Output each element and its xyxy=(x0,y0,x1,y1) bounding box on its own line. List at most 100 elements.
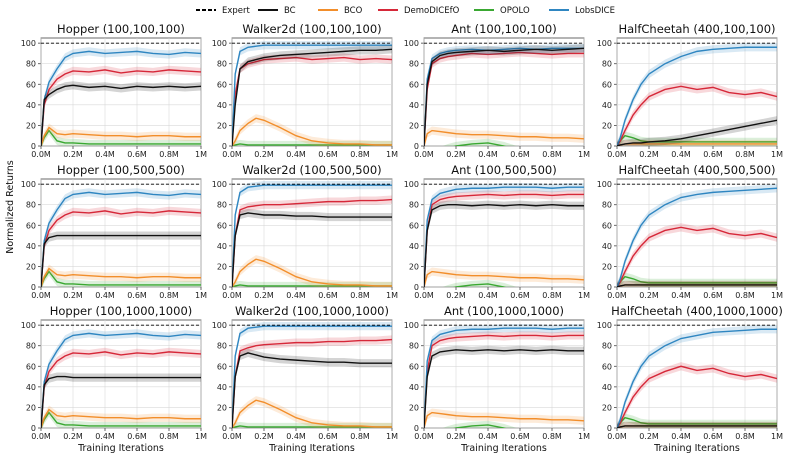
x-tick-label: 0.8M xyxy=(350,150,370,159)
band-demodicefo xyxy=(232,195,392,287)
band-demodicefo xyxy=(232,53,392,146)
y-tick-label: 60 xyxy=(26,221,36,230)
band-demodicefo xyxy=(232,335,392,428)
band-bc xyxy=(41,231,201,287)
line-bco xyxy=(232,399,392,428)
panel-title: HalfCheetah (400,100,100) xyxy=(618,22,775,36)
line-lobsdice xyxy=(424,186,584,287)
x-tick-label: 0.4M xyxy=(95,291,115,300)
panel-4: 0 20 40 60 80 100 0.0M 0.2M 0.4M 0.6M 0.8M 1M Hopper… xyxy=(21,163,207,300)
line-bc xyxy=(41,375,201,428)
band-bc xyxy=(232,348,392,428)
line-demodicefo xyxy=(41,351,201,428)
y-tick-label: 60 xyxy=(217,221,227,230)
series-group xyxy=(617,42,777,146)
legend-item-demodicefo: DemoDICEfO xyxy=(378,6,460,16)
y-tick-label: 100 xyxy=(597,180,612,189)
legend-item-opolo: OPOLO xyxy=(474,6,530,16)
x-tick-label: 0.2M xyxy=(639,291,659,300)
y-tick-label: 0 xyxy=(31,424,36,433)
x-tick-label: 0.6M xyxy=(127,291,147,300)
series-group xyxy=(424,183,584,287)
y-tick-label: 100 xyxy=(21,321,36,330)
y-tick-label: 100 xyxy=(404,321,419,330)
y-tick-label: 80 xyxy=(602,342,612,351)
plot-area xyxy=(231,319,393,429)
band-bco xyxy=(232,255,392,287)
y-tick-label: 100 xyxy=(597,39,612,48)
x-tick-label: 0.0M xyxy=(607,432,627,441)
x-tick-label: 0.8M xyxy=(159,432,179,441)
line-opolo xyxy=(232,143,392,146)
y-tick-label: 0 xyxy=(607,424,612,433)
y-tick-label: 40 xyxy=(602,242,612,251)
line-demodicefo xyxy=(424,51,584,146)
x-tick-label: 0.4M xyxy=(478,150,498,159)
panel-title: HalfCheetah (400,500,500) xyxy=(618,163,775,177)
x-tick-label: 0.4M xyxy=(286,291,306,300)
band-bco xyxy=(41,405,201,428)
y-tick-label: 40 xyxy=(602,383,612,392)
y-tick-label: 100 xyxy=(21,39,36,48)
x-tick-label: 1M xyxy=(386,432,398,441)
line-lobsdice xyxy=(617,46,777,146)
x-axis-label: Training Iterations xyxy=(653,443,740,454)
x-tick-label: 0.6M xyxy=(510,150,530,159)
line-opolo xyxy=(424,142,507,146)
x-tick-label: 0.2M xyxy=(446,150,466,159)
y-tick-label: 100 xyxy=(212,39,227,48)
panel-8: 0 20 40 60 80 100 0.0M 0.2M 0.4M 0.6M 0.8M 1M Hopper… xyxy=(21,304,207,454)
y-tick-label: 60 xyxy=(217,362,227,371)
panel-title: Hopper (100,500,500) xyxy=(57,163,185,177)
y-tick-label: 20 xyxy=(217,262,227,271)
x-tick-label: 1M xyxy=(578,291,590,300)
x-tick-label: 1M xyxy=(771,291,783,300)
line-opolo xyxy=(41,411,201,428)
line-lobsdice xyxy=(232,184,392,287)
x-tick-label: 0.0M xyxy=(607,150,627,159)
legend-label-demodicefo: DemoDICEfO xyxy=(404,6,460,16)
x-tick-label: 0.0M xyxy=(607,291,627,300)
series-group xyxy=(41,42,201,146)
line-bc xyxy=(424,47,584,146)
panel-5: 0 20 40 60 80 100 0.0M 0.2M 0.4M 0.6M 0.8M 1M Walker… xyxy=(212,163,398,300)
x-tick-label: 0.8M xyxy=(735,150,755,159)
y-tick-label: 40 xyxy=(217,383,227,392)
y-tick-label: 20 xyxy=(409,403,419,412)
y-axis-label: Normalized Returns xyxy=(5,160,16,253)
y-tick-label: 20 xyxy=(409,121,419,130)
band-bc xyxy=(617,421,777,428)
line-demodicefo xyxy=(232,338,392,428)
x-tick-label: 0.2M xyxy=(639,432,659,441)
x-tick-label: 1M xyxy=(771,150,783,159)
y-tick-label: 0 xyxy=(414,424,419,433)
line-opolo xyxy=(424,424,507,428)
line-lobsdice xyxy=(41,191,201,287)
line-lobsdice xyxy=(424,327,584,428)
line-bc xyxy=(424,204,584,287)
series-group xyxy=(41,183,201,287)
panel-2: 0 20 40 60 80 100 0.0M 0.2M 0.4M 0.6M 0.8M 1M Ant (1… xyxy=(404,22,590,159)
x-tick-label: 0.4M xyxy=(671,150,691,159)
line-opolo xyxy=(617,275,777,287)
x-tick-label: 1M xyxy=(195,432,207,441)
band-bc xyxy=(424,200,584,287)
line-demodicefo xyxy=(41,210,201,287)
line-opolo xyxy=(617,416,777,428)
line-bco xyxy=(232,258,392,287)
x-tick-label: 0.2M xyxy=(446,291,466,300)
x-tick-label: 0.2M xyxy=(63,432,83,441)
line-bco xyxy=(41,126,201,146)
legend-label-opolo: OPOLO xyxy=(500,6,530,16)
y-tick-label: 100 xyxy=(212,180,227,189)
y-tick-label: 20 xyxy=(217,121,227,130)
x-tick-label: 0.8M xyxy=(542,291,562,300)
legend-label-lobsdice: LobsDICE xyxy=(575,6,615,16)
panel-title: HalfCheetah (400,1000,1000) xyxy=(611,304,783,318)
panel-3: 0 20 40 60 80 100 0.0M 0.2M 0.4M 0.6M 0.8M 1M HalfCh… xyxy=(597,22,783,159)
x-tick-label: 0.0M xyxy=(222,291,242,300)
x-tick-label: 0.8M xyxy=(542,432,562,441)
line-demodicefo xyxy=(617,85,777,146)
panel-11: 0 20 40 60 80 100 0.0M 0.2M 0.4M 0.6M 0.8M 1M HalfCh… xyxy=(597,304,783,454)
x-tick-label: 0.0M xyxy=(31,291,51,300)
